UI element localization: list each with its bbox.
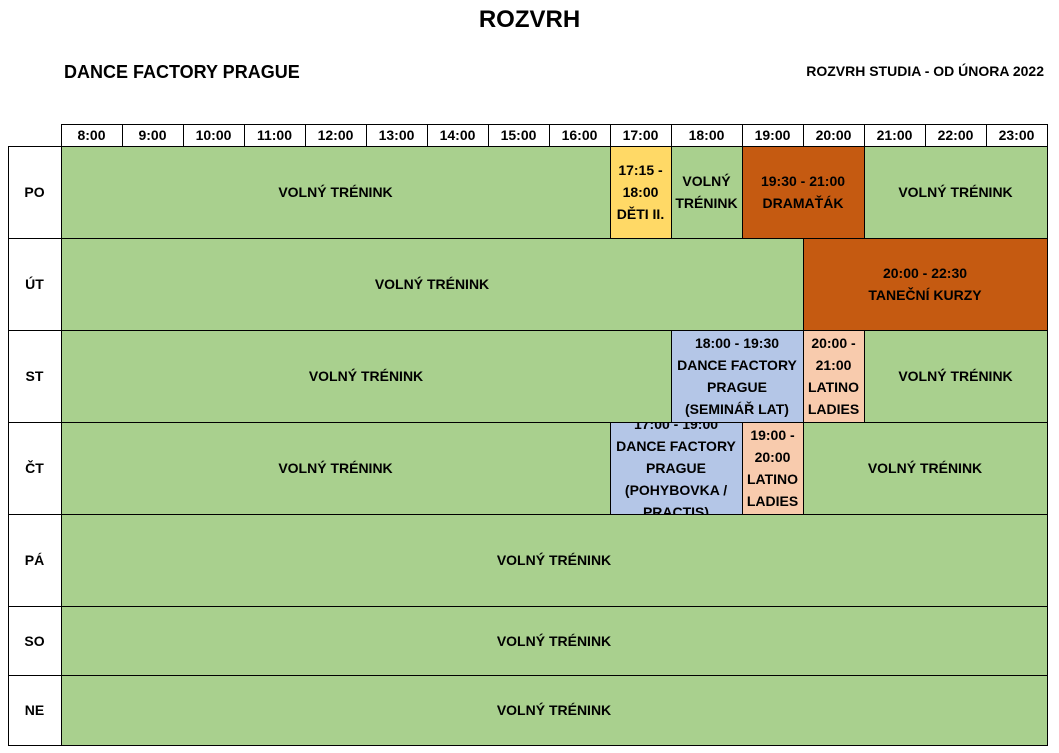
block-text: PRAGUE	[646, 460, 706, 476]
day-label: NE	[7, 674, 62, 746]
studio: DANCE FACTORY PRAGUE	[64, 62, 300, 82]
schedule-block: VOLNÝ TRÉNINK	[802, 421, 1048, 515]
block-text: 17:00 - 19:00	[633, 421, 719, 433]
block-text: LADIES	[746, 493, 799, 509]
hour-header: 20:00	[802, 123, 865, 147]
hour-header: 19:00	[741, 123, 804, 147]
hour-header: 14:00	[426, 123, 489, 147]
hour-header: 9:00	[121, 123, 184, 147]
block-text: DĚTI II.	[616, 206, 665, 222]
hour-header: 17:00	[609, 123, 672, 147]
block-text: VOLNÝ TRÉNINK	[496, 702, 612, 718]
subtitle: ROZVRH STUDIA - OD ÚNORA 2022	[806, 63, 1044, 79]
hour-header: 15:00	[487, 123, 550, 147]
schedule-block: 19:00 - 20:00 LATINO LADIES	[741, 421, 804, 515]
block-text: VOLNÝ TRÉNINK	[308, 368, 424, 384]
block-text: PRAGUE	[707, 379, 767, 395]
schedule-block: 20:00 - 21:00 LATINO LADIES	[802, 329, 865, 423]
schedule-block: VOLNÝ TRÉNINK	[60, 329, 672, 423]
schedule-block: VOLNÝ TRÉNINK	[60, 605, 1048, 676]
block-text: DANCE FACTORY	[616, 438, 736, 454]
block-text: TANEČNÍ KURZY	[868, 287, 982, 303]
block-text: VOLNÝ TRÉNINK	[898, 184, 1013, 200]
block-text: (POHYBOVKA /	[624, 482, 728, 498]
block-text: VOLNÝ TRÉNINK	[278, 460, 393, 476]
block-text: VOLNÝ TRÉNINK	[496, 552, 612, 568]
schedule-block: 20:00 - 22:30 TANEČNÍ KURZY	[802, 237, 1048, 331]
schedule-block: 17:00 - 19:00 DANCE FACTORY PRAGUE (POHYBOV…	[609, 421, 743, 515]
schedule-block: VOLNÝ TRÉNINK	[670, 145, 743, 239]
block-text: VOLNÝ TRÉNINK	[374, 276, 490, 292]
schedule-block: VOLNÝ TRÉNINK	[60, 674, 1048, 746]
hour-header: 22:00	[924, 123, 987, 147]
block-text: 20:00 - 22:30	[882, 265, 968, 281]
block-text: 20:00	[754, 449, 791, 465]
block-text: 18:00	[622, 184, 659, 200]
block-text: PRACTIS)	[642, 504, 710, 515]
title: ROZVRH	[478, 6, 581, 33]
schedule-block: 19:30 - 21:00 DRAMAŤÁK	[741, 145, 865, 239]
block-text: DANCE FACTORY	[677, 357, 797, 373]
block-text: VOLNÝ TRÉNINK	[496, 632, 612, 649]
hour-header: 8:00	[60, 123, 123, 147]
schedule-block: VOLNÝ TRÉNINK	[60, 513, 1048, 607]
schedule-block: VOLNÝ TRÉNINK	[863, 329, 1048, 423]
hour-header: 12:00	[304, 123, 367, 147]
block-text: 17:15 -	[618, 162, 663, 178]
block-text: VOLNÝ TRÉNINK	[867, 460, 983, 476]
schedule-block: VOLNÝ TRÉNINK	[60, 145, 611, 239]
block-text: VOLNÝ TRÉNINK	[278, 184, 393, 200]
schedule-block: 17:15 - 18:00 DĚTI II.	[609, 145, 672, 239]
block-text: (SEMINÁŘ LAT)	[685, 401, 789, 417]
hour-header: 23:00	[985, 123, 1048, 147]
block-text: LATINO	[746, 471, 799, 487]
day-label: ČT	[7, 421, 62, 515]
block-text: 19:00 -	[750, 427, 795, 443]
block-text: 18:00 - 19:30	[694, 335, 780, 351]
day-label: ÚT	[7, 237, 62, 331]
hour-header: 21:00	[863, 123, 926, 147]
block-text: DRAMAŤÁK	[762, 195, 844, 211]
block-text: VOLNÝ	[682, 173, 731, 189]
block-text: LATINO	[807, 379, 860, 395]
schedule-block: VOLNÝ TRÉNINK	[60, 237, 804, 331]
block-text: TRÉNINK	[675, 195, 738, 211]
block-text: 20:00 -	[811, 335, 856, 351]
hour-header: 18:00	[670, 123, 743, 147]
day-label: SO	[7, 605, 62, 676]
schedule-block: VOLNÝ TRÉNINK	[60, 421, 611, 515]
schedule-block: VOLNÝ TRÉNINK	[863, 145, 1048, 239]
day-label: ST	[7, 329, 62, 423]
hour-header: 13:00	[365, 123, 428, 147]
day-label: PÁ	[7, 513, 62, 607]
block-text: 21:00	[815, 357, 852, 373]
schedule-block: 18:00 - 19:30 DANCE FACTORY PRAGUE (SEMINÁŘ…	[670, 329, 804, 423]
day-label: PO	[7, 145, 62, 239]
block-text: 19:30 - 21:00	[760, 173, 846, 189]
hour-header: 10:00	[182, 123, 245, 147]
hour-header: 11:00	[243, 123, 306, 147]
block-text: LADIES	[807, 401, 860, 417]
hour-header: 16:00	[548, 123, 611, 147]
block-text: VOLNÝ TRÉNINK	[898, 368, 1013, 384]
